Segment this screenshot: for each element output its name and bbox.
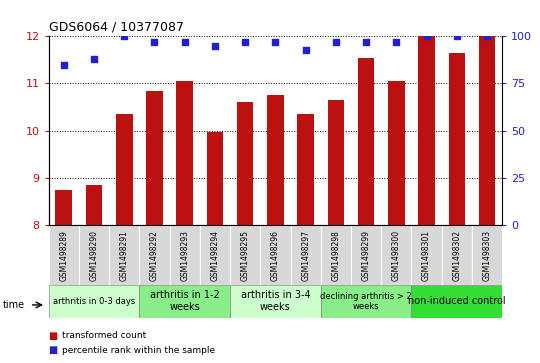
Bar	[260, 225, 291, 285]
Point	[301, 46, 310, 52]
Bar	[237, 102, 253, 225]
Bar	[418, 36, 435, 225]
Bar	[200, 225, 230, 285]
Bar	[479, 36, 495, 225]
Text: GSM1498294: GSM1498294	[211, 230, 219, 281]
Bar	[139, 285, 230, 318]
Text: arthritis in 0-3 days: arthritis in 0-3 days	[53, 297, 135, 306]
Bar	[328, 100, 344, 225]
Text: GSM1498303: GSM1498303	[483, 230, 491, 281]
Text: time: time	[3, 300, 25, 310]
Bar	[267, 95, 284, 225]
Text: declining arthritis > 2
weeks: declining arthritis > 2 weeks	[320, 291, 412, 311]
Bar	[351, 225, 381, 285]
Text: GSM1498293: GSM1498293	[180, 230, 189, 281]
Text: GSM1498289: GSM1498289	[59, 230, 68, 281]
Point	[271, 39, 280, 45]
Bar	[321, 225, 351, 285]
Bar	[442, 225, 472, 285]
Bar	[411, 285, 502, 318]
Bar	[449, 53, 465, 225]
Bar	[49, 225, 79, 285]
Text: GSM1498300: GSM1498300	[392, 230, 401, 281]
Point	[211, 43, 219, 49]
Bar	[139, 225, 170, 285]
Bar	[358, 57, 374, 225]
Text: GDS6064 / 10377087: GDS6064 / 10377087	[49, 21, 184, 34]
Point	[90, 56, 98, 62]
Point	[422, 33, 431, 39]
Text: arthritis in 1-2
weeks: arthritis in 1-2 weeks	[150, 290, 220, 312]
Text: GSM1498291: GSM1498291	[120, 230, 129, 281]
Bar	[388, 81, 404, 225]
Point	[150, 39, 159, 45]
Bar	[49, 285, 139, 318]
Text: GSM1498302: GSM1498302	[453, 230, 461, 281]
Text: transformed count: transformed count	[62, 331, 146, 340]
Text: ■: ■	[49, 345, 58, 355]
Bar	[291, 225, 321, 285]
Text: GSM1498298: GSM1498298	[332, 230, 340, 281]
Bar	[298, 114, 314, 225]
Bar	[381, 225, 411, 285]
Point	[332, 39, 340, 45]
Text: ■: ■	[49, 331, 58, 341]
Point	[59, 62, 68, 68]
Text: GSM1498296: GSM1498296	[271, 230, 280, 281]
Text: non-induced control: non-induced control	[408, 296, 505, 306]
Bar	[56, 189, 72, 225]
Bar	[109, 225, 139, 285]
Bar	[321, 285, 411, 318]
Bar	[177, 81, 193, 225]
Bar	[116, 114, 132, 225]
Text: percentile rank within the sample: percentile rank within the sample	[62, 346, 215, 355]
Bar	[230, 285, 321, 318]
Text: GSM1498297: GSM1498297	[301, 230, 310, 281]
Text: arthritis in 3-4
weeks: arthritis in 3-4 weeks	[241, 290, 310, 312]
Bar	[472, 225, 502, 285]
Bar	[170, 225, 200, 285]
Bar	[79, 225, 109, 285]
Point	[241, 39, 249, 45]
Point	[453, 33, 461, 39]
Point	[180, 39, 189, 45]
Text: GSM1498301: GSM1498301	[422, 230, 431, 281]
Text: GSM1498290: GSM1498290	[90, 230, 98, 281]
Bar	[146, 91, 163, 225]
Bar	[86, 185, 102, 225]
Text: GSM1498299: GSM1498299	[362, 230, 370, 281]
Point	[392, 39, 401, 45]
Point	[362, 39, 370, 45]
Bar	[411, 225, 442, 285]
Bar	[207, 132, 223, 225]
Point	[483, 33, 491, 39]
Bar	[230, 225, 260, 285]
Text: GSM1498295: GSM1498295	[241, 230, 249, 281]
Point	[120, 33, 129, 39]
Text: GSM1498292: GSM1498292	[150, 230, 159, 281]
